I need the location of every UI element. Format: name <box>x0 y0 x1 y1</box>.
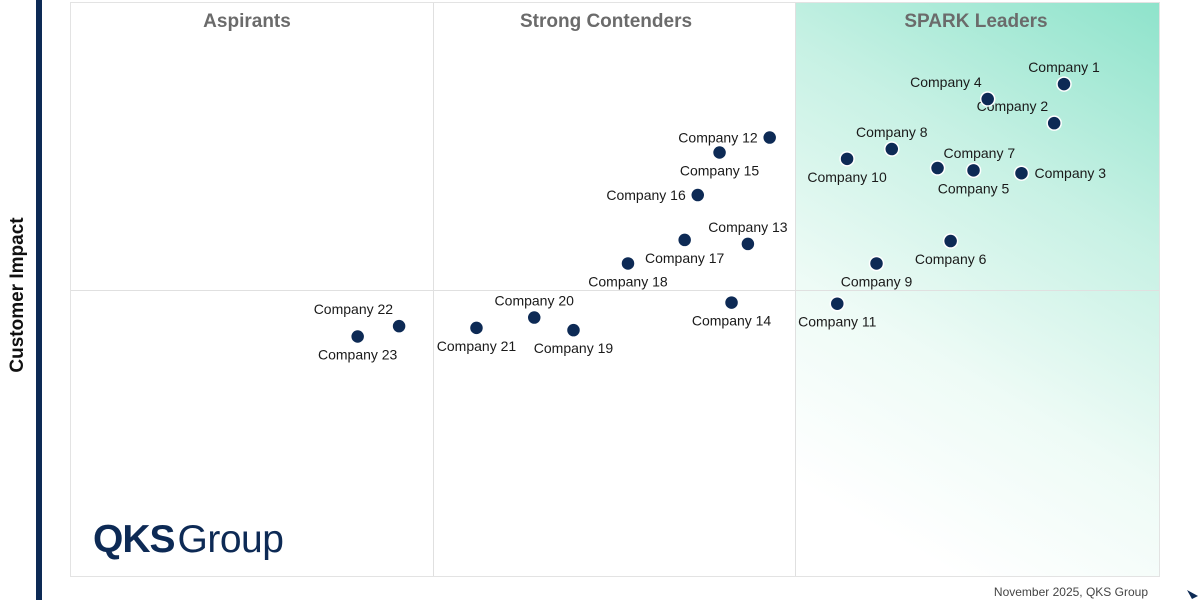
point-label-company-20: Company 20 <box>495 293 575 309</box>
point-company-1[interactable] <box>1056 76 1072 92</box>
point-label-company-1: Company 1 <box>1028 59 1100 75</box>
point-company-10[interactable] <box>839 151 855 167</box>
y-axis-label: Customer Impact <box>7 217 28 373</box>
plot-area: Aspirants Strong Contenders SPARK Leader… <box>70 2 1160 577</box>
point-company-8[interactable] <box>884 141 900 157</box>
quadrant-title-strong-contenders: Strong Contenders <box>519 11 693 32</box>
point-label-company-14: Company 14 <box>692 313 772 329</box>
point-label-company-9: Company 9 <box>841 273 913 289</box>
point-label-company-18: Company 18 <box>588 273 668 289</box>
point-label-company-6: Company 6 <box>915 251 987 267</box>
horizontal-divider <box>71 290 1159 291</box>
point-company-4[interactable] <box>979 91 996 107</box>
point-company-23[interactable] <box>349 328 366 345</box>
quadrant-title-spark-leaders: SPARK Leaders <box>904 11 1048 32</box>
point-company-2[interactable] <box>1046 115 1062 131</box>
point-label-company-15: Company 15 <box>680 163 760 179</box>
point-company-18[interactable] <box>620 255 636 272</box>
point-company-20[interactable] <box>526 309 542 326</box>
point-company-5[interactable] <box>965 162 982 179</box>
point-company-3[interactable] <box>1013 165 1030 181</box>
point-label-company-19: Company 19 <box>534 340 614 356</box>
point-company-11[interactable] <box>829 295 846 312</box>
point-company-12[interactable] <box>761 129 778 146</box>
point-company-16[interactable] <box>690 187 706 203</box>
point-label-company-13: Company 13 <box>708 219 788 235</box>
quadrant-divider-1 <box>433 3 434 576</box>
leaders-gradient-zone <box>795 3 1159 576</box>
qks-group-logo: QKSGroup <box>93 518 284 562</box>
point-company-22[interactable] <box>391 318 407 334</box>
point-label-company-12: Company 12 <box>678 130 758 146</box>
point-label-company-5: Company 5 <box>938 180 1010 196</box>
point-company-13[interactable] <box>740 236 756 252</box>
point-company-14[interactable] <box>723 294 740 311</box>
point-label-company-22: Company 22 <box>314 301 394 317</box>
logo-qks: QKS <box>93 518 176 561</box>
quadrant-divider-2 <box>795 3 796 576</box>
point-label-company-11: Company 11 <box>798 314 877 330</box>
point-label-company-10: Company 10 <box>807 169 887 185</box>
point-company-19[interactable] <box>565 322 582 338</box>
point-company-6[interactable] <box>942 233 959 249</box>
quadrant-title-aspirants: Aspirants <box>203 11 291 32</box>
point-label-company-7: Company 7 <box>944 145 1016 161</box>
point-label-company-21: Company 21 <box>437 338 517 354</box>
point-company-9[interactable] <box>868 255 885 272</box>
logo-group: Group <box>177 518 284 561</box>
point-company-15[interactable] <box>711 144 728 161</box>
point-label-company-3: Company 3 <box>1034 165 1106 181</box>
point-company-17[interactable] <box>676 232 693 248</box>
point-label-company-4: Company 4 <box>910 74 982 90</box>
y-axis-bar <box>36 0 42 600</box>
point-label-company-8: Company 8 <box>856 124 928 140</box>
point-company-7[interactable] <box>929 160 946 176</box>
footer-note: November 2025, QKS Group <box>993 585 1148 599</box>
point-label-company-23: Company 23 <box>318 347 398 363</box>
point-label-company-17: Company 17 <box>645 250 725 266</box>
corner-arrow-icon <box>1187 590 1198 599</box>
point-label-company-16: Company 16 <box>606 187 686 203</box>
point-company-21[interactable] <box>468 320 485 336</box>
